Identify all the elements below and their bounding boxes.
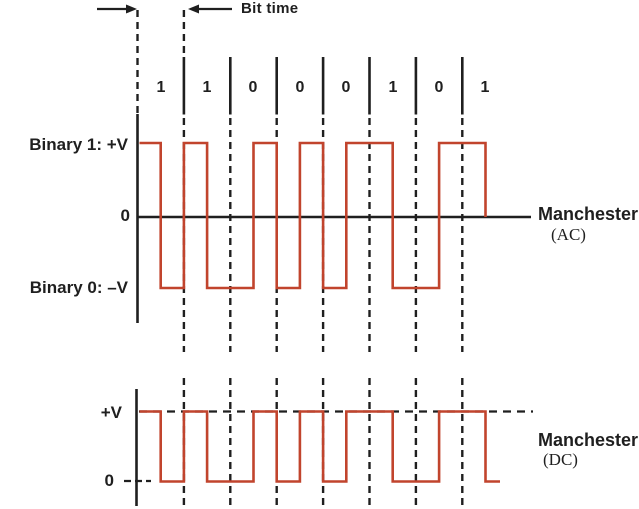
bit-label-5: 0 (341, 79, 351, 96)
dc-series-mode: (DC) (543, 450, 578, 469)
ac-series-title: Manchester (538, 204, 639, 224)
bit-time-arrows (97, 4, 232, 14)
bit-label-7: 0 (434, 79, 444, 96)
arrow-head-left-icon (188, 4, 199, 14)
bit-label-3: 0 (248, 79, 258, 96)
ac-binary0-label: Binary 0: –V (29, 278, 128, 297)
bit-label-2: 1 (202, 79, 212, 96)
bit-label-4: 0 (295, 79, 305, 96)
bit-label-6: 1 (388, 79, 398, 96)
ac-zero-label: 0 (120, 206, 130, 225)
bit-label-1: 1 (156, 79, 166, 96)
ac-series-mode: (AC) (551, 225, 586, 244)
bit-label-8: 1 (480, 79, 490, 96)
dc-waveform (139, 410, 500, 483)
ac-waveform (139, 141, 487, 290)
dc-plus-v-label: +V (100, 403, 122, 422)
dc-zero-label: 0 (104, 471, 114, 490)
arrow-head-right-icon (126, 4, 137, 14)
dc-series-title: Manchester (538, 430, 639, 450)
ac-binary1-label: Binary 1: +V (29, 135, 128, 154)
bit-time-label: Bit time (241, 0, 299, 17)
